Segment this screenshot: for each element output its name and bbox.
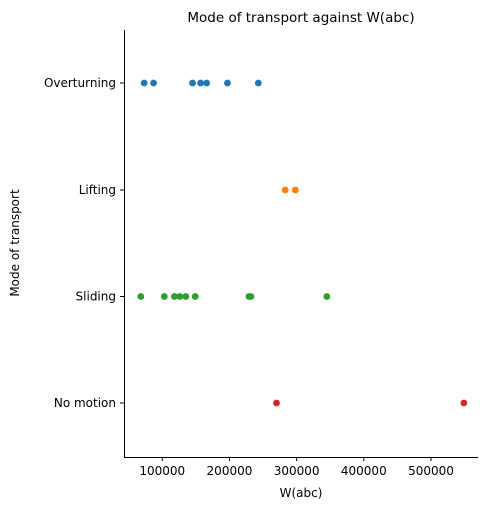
data-point [150,79,157,87]
x-tick-label: 100000 [139,464,185,478]
y-axis-label: Mode of transport [8,189,22,297]
x-tick-label: 400000 [341,464,387,478]
data-point [203,79,211,87]
y-tick-label: No motion [54,396,116,410]
data-point [323,293,331,300]
data-point [460,399,468,407]
data-points [137,79,468,407]
data-point [247,293,255,300]
y-tick-label: Overturning [44,76,116,90]
data-point [273,399,280,407]
y-tick-label: Sliding [76,290,116,304]
data-point [160,293,168,300]
chart-title: Mode of transport against W(abc) [187,10,414,26]
data-point [189,79,196,87]
data-point [281,186,289,194]
data-point [140,79,148,87]
data-point [182,293,190,300]
x-tick-label: 200000 [207,464,253,478]
data-point [137,293,145,300]
plot-area [124,30,478,458]
x-axis-ticks: 100000 200000 300000 400000 500000 [139,457,454,478]
x-axis-label: W(abc) [280,486,323,500]
data-point [197,79,204,87]
data-point [191,293,199,300]
data-point [170,293,178,300]
x-tick-label: 300000 [274,464,320,478]
x-tick-label: 500000 [408,464,454,478]
y-tick-label: Lifting [79,183,116,197]
data-point [291,186,299,194]
data-point [224,79,231,87]
y-axis-ticks: Overturning Lifting Sliding No motion [44,76,124,410]
data-point [254,79,262,87]
data-point [176,293,184,300]
